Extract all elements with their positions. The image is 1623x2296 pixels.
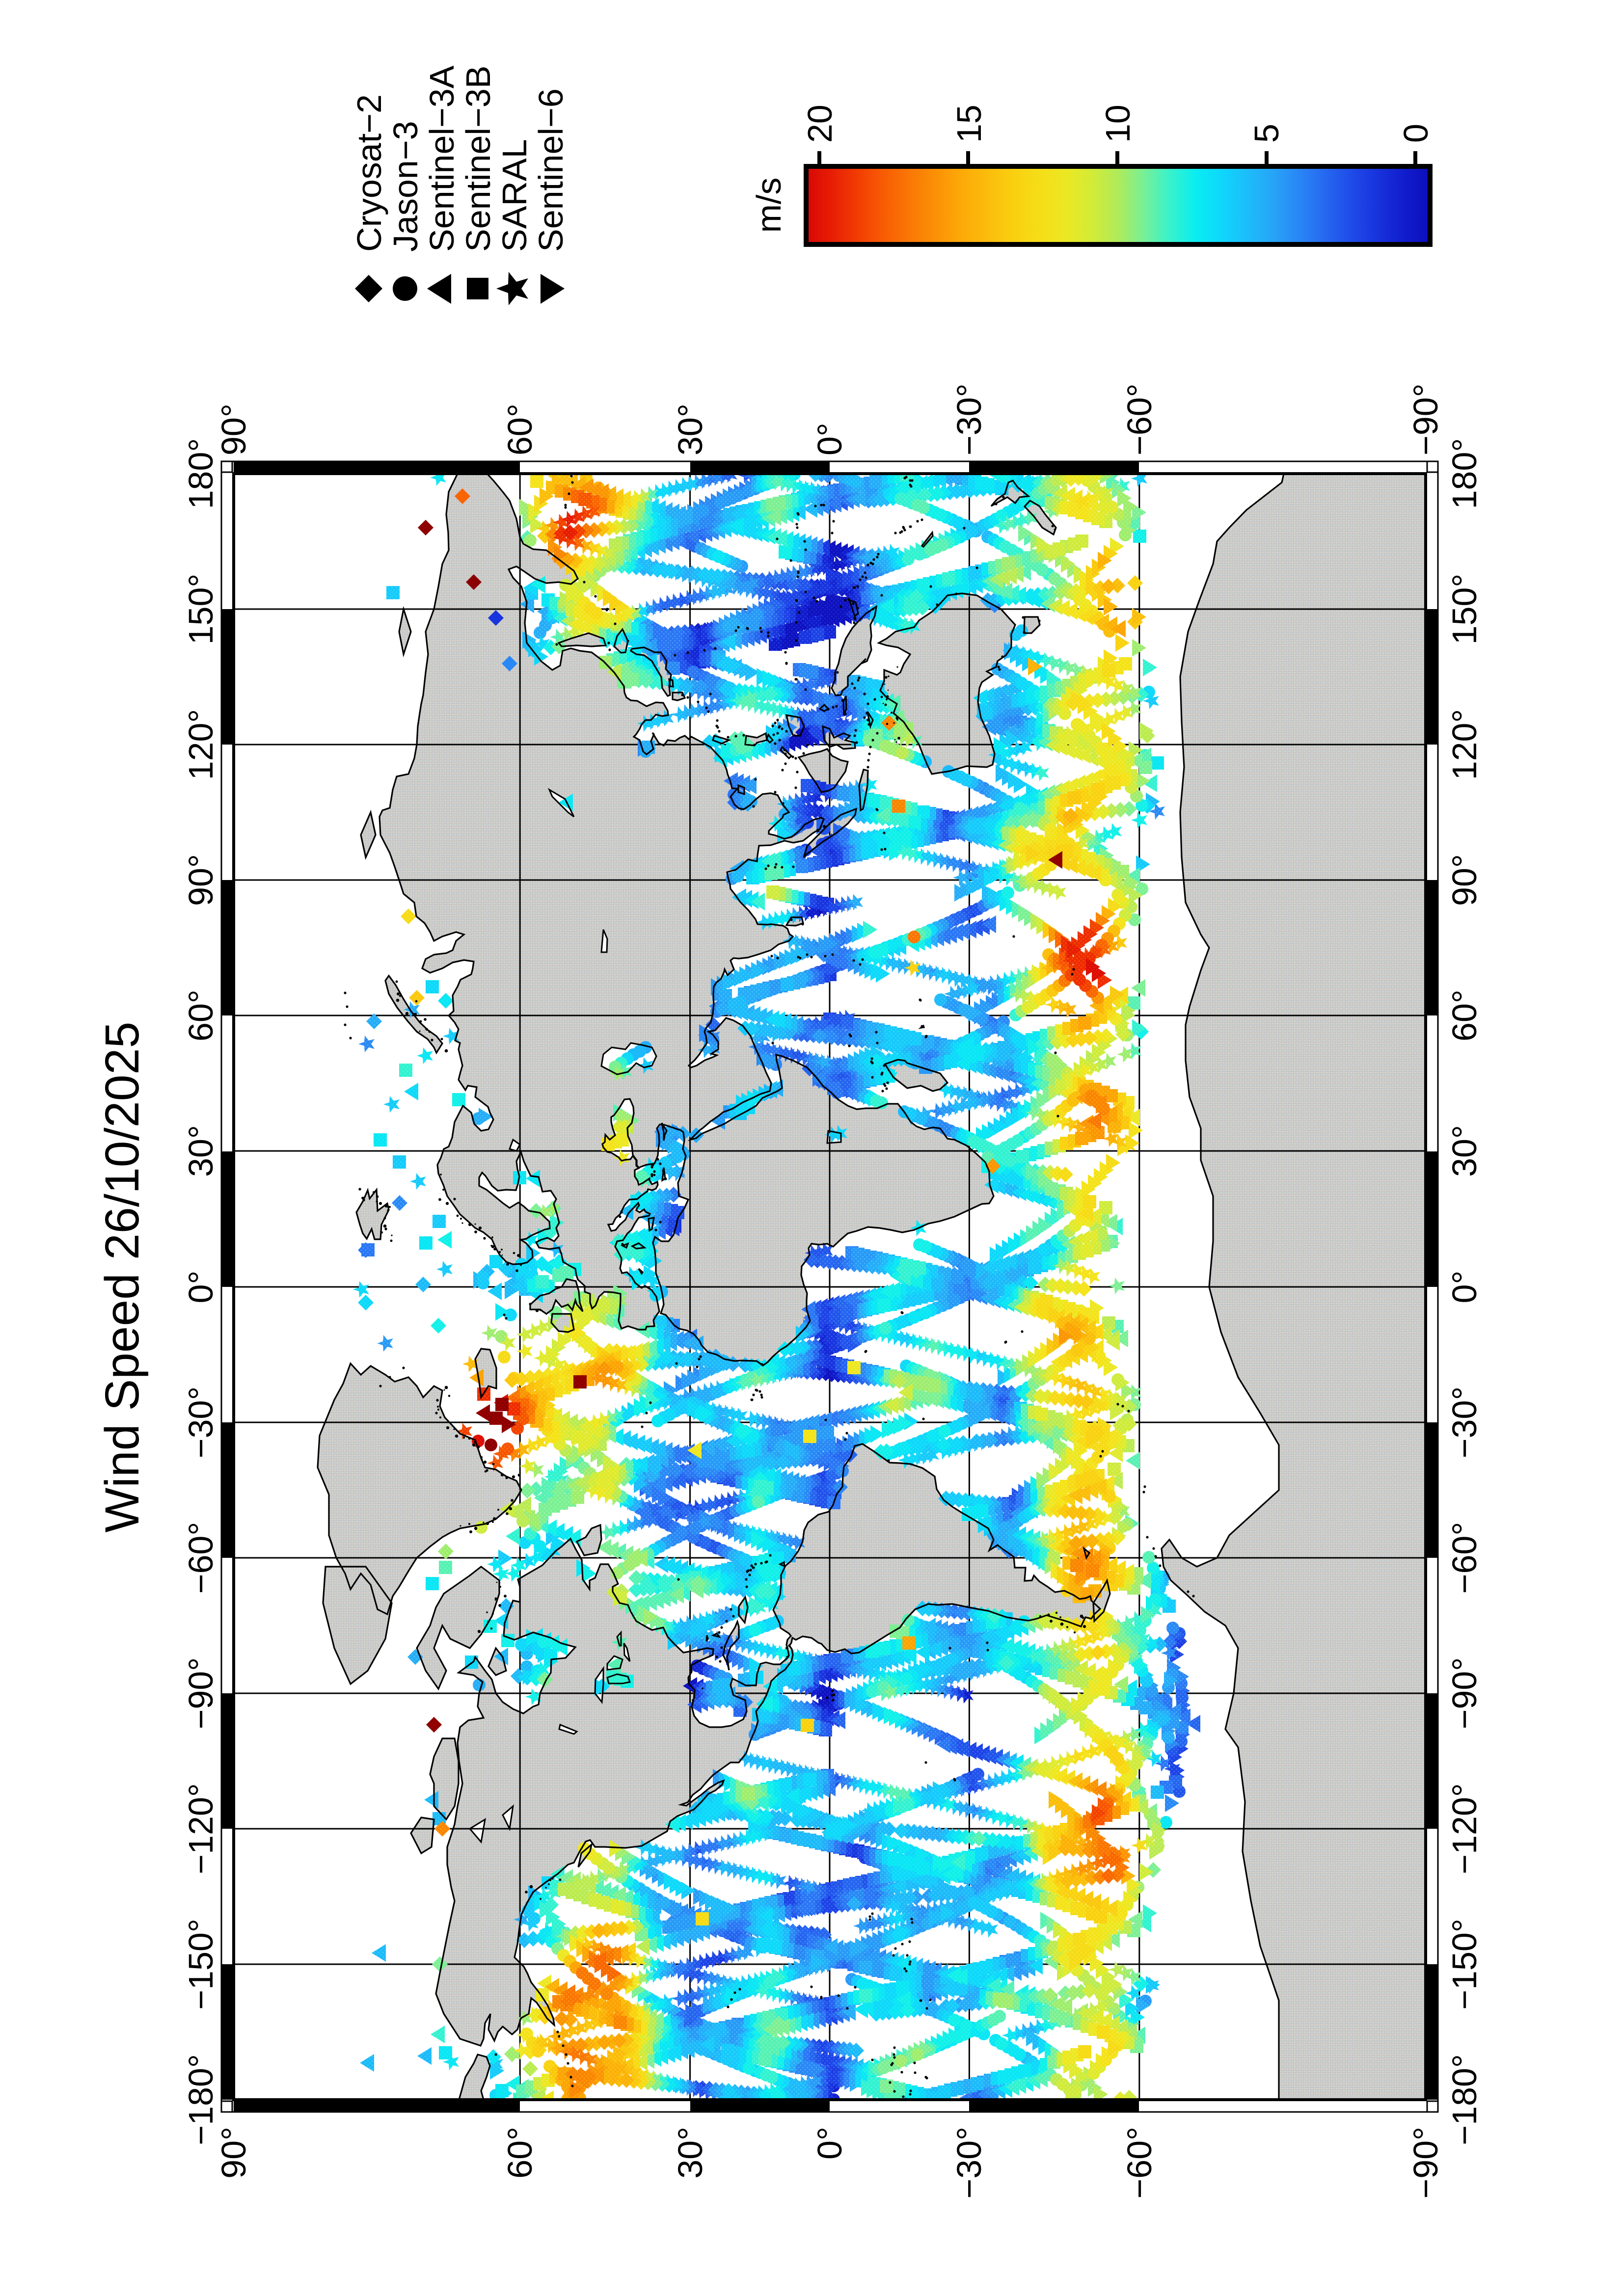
svg-text:SARAL: SARAL: [495, 139, 534, 252]
svg-text:30°: 30°: [671, 2127, 709, 2179]
svg-text:Sentinel−3A: Sentinel−3A: [423, 65, 461, 252]
svg-text:−120°: −120°: [1445, 1783, 1484, 1874]
svg-text:−90°: −90°: [1407, 2127, 1445, 2199]
svg-text:0°: 0°: [182, 1271, 220, 1304]
svg-text:0: 0: [1397, 124, 1435, 143]
svg-text:Sentinel−3B: Sentinel−3B: [459, 66, 497, 252]
svg-text:90°: 90°: [182, 854, 220, 906]
svg-text:−120°: −120°: [182, 1783, 220, 1874]
svg-text:120°: 120°: [1445, 709, 1484, 780]
svg-text:20: 20: [801, 105, 839, 143]
svg-text:−30°: −30°: [950, 2127, 988, 2199]
svg-text:−90°: −90°: [182, 1657, 220, 1730]
svg-text:60°: 60°: [501, 403, 539, 455]
svg-text:−30°: −30°: [1445, 1387, 1484, 1459]
svg-text:−60°: −60°: [1120, 2127, 1159, 2199]
svg-text:90°: 90°: [215, 403, 253, 455]
svg-text:−30°: −30°: [950, 383, 988, 455]
svg-text:−90°: −90°: [1445, 1657, 1484, 1730]
svg-text:30°: 30°: [671, 403, 709, 455]
svg-text:−60°: −60°: [1445, 1522, 1484, 1594]
svg-text:120°: 120°: [182, 709, 220, 780]
svg-text:Jason−3: Jason−3: [386, 121, 425, 252]
svg-text:60°: 60°: [1445, 989, 1484, 1041]
svg-text:0°: 0°: [811, 2127, 849, 2160]
svg-text:180°: 180°: [182, 438, 220, 509]
svg-text:−150°: −150°: [182, 1919, 220, 2010]
svg-text:Cryosat−2: Cryosat−2: [350, 94, 388, 252]
svg-text:10: 10: [1099, 105, 1137, 143]
svg-text:−60°: −60°: [182, 1522, 220, 1594]
svg-text:150°: 150°: [182, 574, 220, 645]
svg-text:150°: 150°: [1445, 574, 1484, 645]
svg-text:Wind Speed 26/10/2025: Wind Speed 26/10/2025: [95, 1022, 149, 1533]
svg-text:−30°: −30°: [182, 1387, 220, 1459]
svg-text:−60°: −60°: [1120, 383, 1159, 455]
svg-text:30°: 30°: [182, 1125, 220, 1177]
svg-text:60°: 60°: [182, 989, 220, 1041]
svg-text:−90°: −90°: [1407, 383, 1445, 455]
svg-text:Sentinel−6: Sentinel−6: [532, 88, 570, 252]
svg-text:0°: 0°: [1445, 1271, 1484, 1304]
svg-text:0°: 0°: [811, 423, 849, 455]
svg-text:180°: 180°: [1445, 438, 1484, 509]
svg-text:30°: 30°: [1445, 1125, 1484, 1177]
svg-text:90°: 90°: [215, 2127, 253, 2179]
svg-text:5: 5: [1247, 124, 1286, 143]
svg-text:−180°: −180°: [182, 2054, 220, 2145]
svg-text:90°: 90°: [1445, 854, 1484, 906]
svg-text:15: 15: [950, 105, 988, 143]
svg-text:−150°: −150°: [1445, 1919, 1484, 2010]
svg-text:m/s: m/s: [750, 178, 788, 233]
svg-text:−180°: −180°: [1445, 2054, 1484, 2145]
svg-text:60°: 60°: [501, 2127, 539, 2179]
